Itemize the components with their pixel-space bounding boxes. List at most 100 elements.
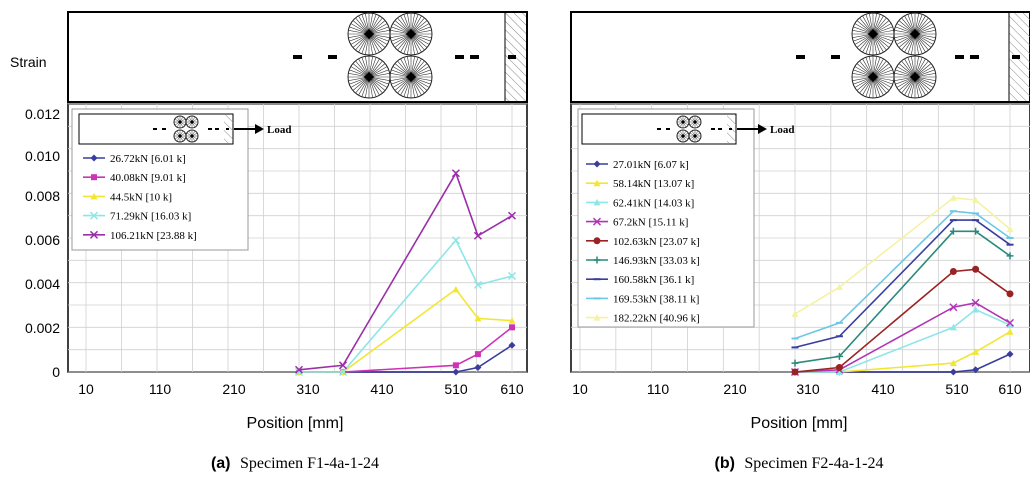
legend-mini-schematic-a <box>78 113 234 145</box>
data-point <box>90 192 98 200</box>
y-tick-label: 0.004 <box>25 276 60 292</box>
legend-label: 169.53kN [38.11 k] <box>613 293 699 305</box>
caption-b: (b) Specimen F2-4a-1-24 <box>715 455 884 472</box>
svg-text:(b) Specimen F2-4a-1-24: (b) Specimen F2-4a-1-24 <box>715 455 884 472</box>
x-tick-label: 410 <box>871 381 895 397</box>
data-point <box>1006 328 1014 335</box>
data-point <box>90 154 98 162</box>
legend-entry: 26.72kN [6.01 k] <box>83 153 186 165</box>
legend-entry: 182.22kN [40.96 k] <box>586 313 700 325</box>
data-point <box>971 298 980 307</box>
stud-icon <box>185 129 199 143</box>
legend-entry: 44.5kN [10 k] <box>83 191 172 203</box>
x-tick-label: 410 <box>370 381 394 397</box>
data-point <box>338 367 348 377</box>
legend-label: 44.5kN [10 k] <box>110 191 172 203</box>
stud-icon <box>893 12 937 56</box>
load-label-a: Load <box>267 124 291 136</box>
series <box>791 305 1014 375</box>
data-point <box>949 359 957 367</box>
caption-text: Specimen F1-4a-1-24 <box>240 455 379 472</box>
x-tick-label: 510 <box>444 381 468 397</box>
legend-entry: 40.08kN [9.01 k] <box>83 172 186 184</box>
data-point <box>507 271 517 280</box>
legend-label: 26.72kN [6.01 k] <box>110 153 186 165</box>
data-point <box>507 211 517 220</box>
stud-icon <box>688 129 702 143</box>
legend-entry: 27.01kN [6.07 k] <box>586 159 689 171</box>
x-tick-labels-a: 10 110 210 310 410 510 610 <box>78 381 524 397</box>
data-point <box>1006 252 1014 260</box>
x-tick-labels-b: 10 110 210 310 410 510 610 <box>572 381 1022 397</box>
stud-icon <box>173 115 187 129</box>
data-point <box>593 160 601 168</box>
data-point <box>452 362 459 369</box>
data-point <box>791 368 799 376</box>
data-point <box>835 364 843 372</box>
stud-icon <box>851 12 895 56</box>
legend-mini-schematic-b <box>581 113 737 145</box>
data-point <box>473 231 482 240</box>
y-tick-label: 0.012 <box>25 106 60 122</box>
y-tick-labels-a: 0 0.002 0.004 0.006 0.008 0.010 0.012 <box>25 106 60 380</box>
legend-label: 67.2kN [15.11 k] <box>613 217 688 229</box>
data-point <box>1006 290 1014 298</box>
series-group-a <box>294 169 517 377</box>
data-point <box>593 179 601 187</box>
data-point <box>452 368 460 376</box>
stud-icon <box>389 12 433 56</box>
strain-label: Strain <box>10 54 47 70</box>
data-point <box>835 352 843 360</box>
data-point <box>89 230 99 239</box>
data-point <box>972 227 980 235</box>
stud-icon <box>676 115 690 129</box>
legend-label: 62.41kN [14.03 k] <box>613 197 694 209</box>
legend-label: 58.14kN [13.07 k] <box>613 178 694 190</box>
data-point <box>791 310 799 317</box>
x-tick-label: 510 <box>945 381 969 397</box>
data-point <box>474 314 482 322</box>
legend-label: 146.93kN [33.03 k] <box>613 255 700 267</box>
data-point <box>972 366 980 374</box>
data-point <box>791 359 799 367</box>
legend-entry: 71.29kN [16.03 k] <box>83 211 191 223</box>
load-label-b: Load <box>770 124 794 136</box>
legend-label: 71.29kN [16.03 k] <box>110 211 191 223</box>
caption-letter: (a) <box>211 455 231 472</box>
data-point <box>508 341 516 349</box>
data-point <box>1006 225 1014 233</box>
data-point <box>949 194 957 201</box>
series <box>294 236 517 377</box>
data-point <box>474 364 482 372</box>
y-tick-label: 0 <box>52 364 60 380</box>
data-point <box>1006 321 1014 329</box>
stud-icon <box>676 129 690 143</box>
data-point <box>835 368 843 375</box>
stud-icon <box>185 115 199 129</box>
data-point <box>508 317 516 324</box>
legend-entries-b: 27.01kN [6.07 k] 58.14kN [13.07 k] 62.41kN… <box>586 159 700 325</box>
x-tick-label: 10 <box>78 381 94 397</box>
legend-label: 40.08kN [9.01 k] <box>110 172 186 184</box>
legend-entry: 102.63kN [23.07 k] <box>586 236 700 248</box>
x-tick-label: 610 <box>998 381 1022 397</box>
y-tick-label: 0.002 <box>25 320 60 336</box>
series <box>791 210 1014 340</box>
stud-icon <box>389 55 433 99</box>
stud-icon <box>173 129 187 143</box>
stud-icon <box>893 55 937 99</box>
data-point <box>972 265 980 273</box>
data-point <box>451 169 460 178</box>
stud-group-a <box>347 12 433 99</box>
x-axis-title-b: Position [mm] <box>751 415 848 432</box>
load-arrow-a <box>234 124 264 134</box>
stud-icon <box>851 55 895 99</box>
series <box>791 227 1014 367</box>
data-point <box>949 368 957 376</box>
legend-entry: 62.41kN [14.03 k] <box>586 197 694 209</box>
series <box>791 194 1014 317</box>
stud-icon <box>347 55 391 99</box>
legend-entries-a: 26.72kN [6.01 k] 40.08kN [9.01 k] 44.5kN [… <box>83 153 197 242</box>
data-point <box>949 268 957 275</box>
x-tick-label: 310 <box>796 381 820 397</box>
